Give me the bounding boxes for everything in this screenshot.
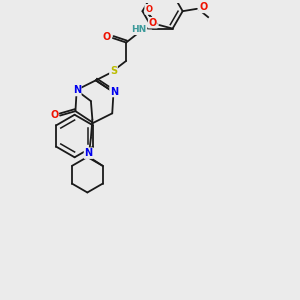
Text: N: N — [73, 85, 81, 95]
Text: O: O — [145, 5, 153, 14]
Text: S: S — [110, 66, 117, 76]
Text: O: O — [102, 32, 110, 42]
Text: O: O — [146, 5, 152, 14]
Text: HN: HN — [131, 25, 146, 34]
Text: N: N — [85, 148, 93, 158]
Text: N: N — [110, 86, 118, 97]
Text: O: O — [149, 18, 157, 28]
Text: O: O — [199, 2, 208, 12]
Text: O: O — [50, 110, 58, 120]
